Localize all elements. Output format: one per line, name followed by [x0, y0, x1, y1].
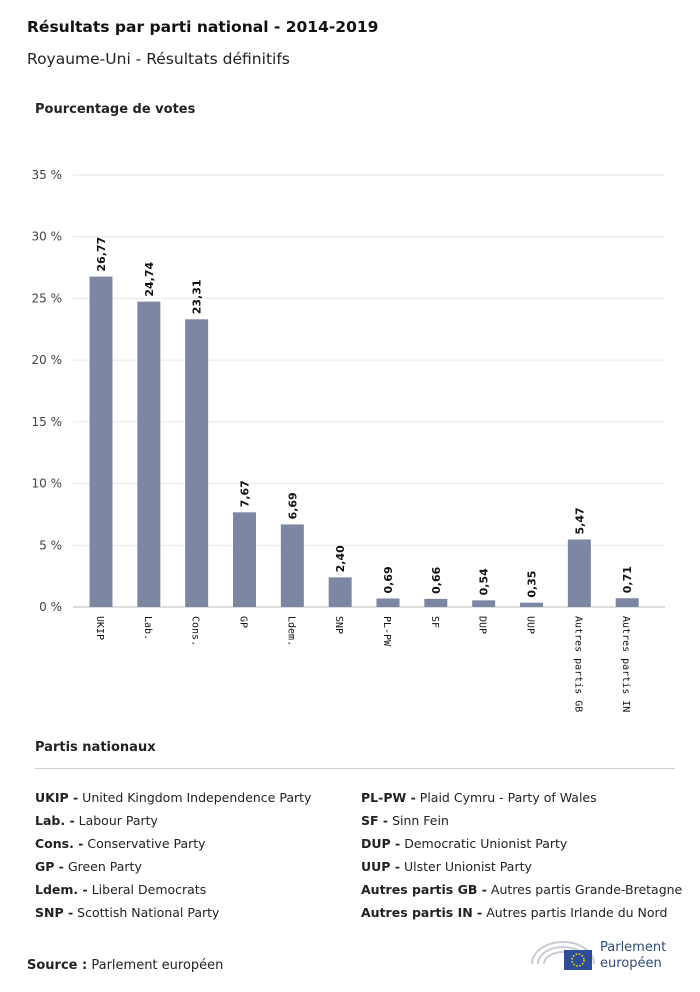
legend-abbr: GP - — [35, 859, 64, 874]
y-tick-label: 10 % — [32, 477, 63, 491]
x-tick-label: GP — [238, 616, 249, 628]
bar — [89, 276, 113, 607]
y-tick-label: 25 % — [32, 291, 63, 305]
data-label: 5,47 — [573, 507, 586, 534]
y-axis-label: Pourcentage de votes — [35, 102, 196, 117]
x-tick-label: Autres partis GB — [572, 616, 583, 712]
data-label: 2,40 — [334, 545, 347, 572]
y-tick-label: 20 % — [32, 353, 63, 367]
legend-party-name: United Kingdom Independence Party — [78, 790, 312, 805]
legend-item: SF - Sinn Fein — [361, 809, 682, 832]
legend-item: Lab. - Labour Party — [35, 809, 311, 832]
page-subtitle: Royaume-Uni - Résultats définitifs — [27, 50, 290, 68]
legend-item: DUP - Democratic Unionist Party — [361, 832, 682, 855]
source-note: Source : Parlement européen — [27, 958, 223, 973]
y-tick-label: 5 % — [39, 538, 62, 552]
data-label: 0,71 — [621, 566, 634, 593]
legend-party-name: Labour Party — [74, 813, 158, 828]
data-label: 7,67 — [239, 480, 252, 507]
source-text: Parlement européen — [91, 958, 224, 973]
y-tick-label: 15 % — [32, 415, 63, 429]
legend-party-name: Plaid Cymru - Party of Wales — [415, 790, 597, 805]
x-tick-label: Lab. — [142, 616, 153, 640]
legend-party-name: Autres partis Irlande du Nord — [482, 905, 668, 920]
legend-party-name: Ulster Unionist Party — [400, 859, 532, 874]
y-tick-label: 0 % — [39, 600, 62, 614]
legend-party-name: Democratic Unionist Party — [400, 836, 568, 851]
legend-item: PL-PW - Plaid Cymru - Party of Wales — [361, 786, 682, 809]
legend-column-right: PL-PW - Plaid Cymru - Party of Wales SF -… — [361, 786, 682, 924]
logo-line-1: Parlement — [600, 940, 667, 955]
data-label: 24,74 — [143, 261, 156, 296]
legend-item: UKIP - United Kingdom Independence Party — [35, 786, 311, 809]
x-tick-label: SF — [429, 616, 440, 628]
legend-abbr: Autres partis GB - — [361, 882, 487, 897]
legend-abbr: UKIP - — [35, 790, 79, 805]
x-tick-label: UKIP — [94, 616, 105, 640]
legend-item: Autres partis GB - Autres partis Grande-… — [361, 878, 682, 901]
page-title: Résultats par parti national - 2014-2019 — [27, 18, 379, 36]
legend-abbr: PL-PW - — [361, 790, 416, 805]
legend-item: Ldem. - Liberal Democrats — [35, 878, 311, 901]
x-tick-label: Cons. — [190, 616, 201, 646]
legend-abbr: Lab. - — [35, 813, 75, 828]
logo-line-2: européen — [600, 956, 662, 971]
bar — [137, 301, 161, 607]
bar — [615, 598, 639, 607]
data-label: 0,54 — [478, 568, 491, 595]
legend-item: SNP - Scottish National Party — [35, 901, 311, 924]
data-label: 6,69 — [286, 492, 299, 519]
data-label: 26,77 — [95, 237, 108, 272]
legend-item: GP - Green Party — [35, 855, 311, 878]
legend-party-name: Scottish National Party — [73, 905, 220, 920]
bar — [233, 512, 256, 607]
hemicycle-icon — [531, 941, 595, 970]
legend-abbr: Autres partis IN - — [361, 905, 483, 920]
data-label: 23,31 — [191, 279, 204, 314]
bar — [328, 577, 352, 607]
data-label: 0,35 — [526, 571, 539, 598]
legend-item: Autres partis IN - Autres partis Irlande… — [361, 901, 682, 924]
legend-abbr: Cons. - — [35, 836, 84, 851]
legend-item: UUP - Ulster Unionist Party — [361, 855, 682, 878]
bar — [472, 600, 496, 607]
y-tick-label: 30 % — [32, 230, 63, 244]
parliament-logo[interactable]: Parlement européen — [530, 934, 680, 976]
bar — [424, 598, 448, 607]
data-label: 0,69 — [382, 566, 395, 593]
legend-abbr: Ldem. - — [35, 882, 88, 897]
bar-chart: 0 % 5 % 10 % 15 % 20 % 25 % 30 % 35 % 26,77 UKIP 2… — [32, 168, 665, 712]
legend-abbr: SNP - — [35, 905, 74, 920]
legend-abbr: UUP - — [361, 859, 401, 874]
logo-text: Parlement européen — [600, 940, 666, 972]
x-tick-label: PL-PW — [381, 616, 392, 647]
y-tick-label: 35 % — [32, 168, 63, 182]
bar — [280, 524, 304, 607]
legend-abbr: DUP - — [361, 836, 401, 851]
x-tick-label: SNP — [333, 616, 344, 634]
legend-party-name: Green Party — [63, 859, 142, 874]
legend-title: Partis nationaux — [35, 740, 156, 755]
legend-party-name: Sinn Fein — [388, 813, 449, 828]
legend-party-name: Liberal Democrats — [87, 882, 207, 897]
bar — [376, 598, 400, 607]
legend-abbr: SF - — [361, 813, 389, 828]
legend-divider — [35, 768, 675, 769]
legend-party-name: Autres partis Grande-Bretagne — [486, 882, 683, 897]
source-label: Source : — [27, 958, 88, 973]
bar — [567, 539, 591, 607]
legend-column-left: UKIP - United Kingdom Independence Party… — [35, 786, 311, 924]
bar — [185, 319, 209, 607]
bar — [520, 602, 543, 607]
legend-party-name: Conservative Party — [83, 836, 206, 851]
legend-item: Cons. - Conservative Party — [35, 832, 311, 855]
x-tick-label: Ldem. — [285, 616, 296, 646]
x-tick-label: UUP — [525, 616, 536, 634]
x-tick-label: DUP — [477, 616, 488, 634]
x-tick-label: Autres partis IN — [620, 616, 631, 712]
data-label: 0,66 — [430, 566, 443, 593]
